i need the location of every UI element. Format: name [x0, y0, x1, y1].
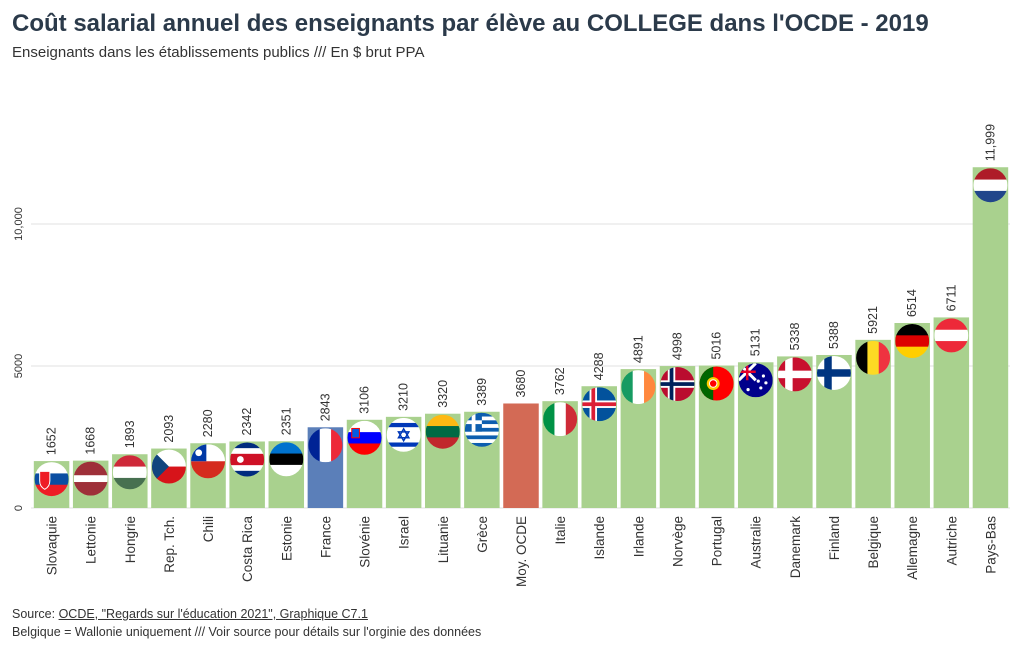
chart-subtitle: Enseignants dans les établissements publ…	[12, 44, 425, 61]
data-label: 3389	[475, 378, 489, 406]
x-tick-label: Autriche	[944, 516, 959, 566]
flag-austria-icon	[934, 318, 969, 353]
x-tick-label: Belgique	[866, 516, 881, 569]
bar-moy-ocde	[503, 403, 539, 508]
data-label: 2342	[240, 408, 254, 436]
data-label: 3320	[436, 380, 450, 408]
x-tick-label: Irlande	[631, 516, 646, 557]
data-label: 3210	[397, 383, 411, 411]
data-label: 6711	[944, 284, 958, 311]
chart-footer: Source: OCDE, "Regards sur l'éducation 2…	[12, 605, 481, 641]
data-label: 4891	[631, 335, 645, 363]
x-tick-label: Italie	[553, 516, 568, 545]
flag-greece-icon	[464, 412, 499, 447]
data-label: 4288	[592, 352, 606, 380]
x-tick-label: Grèce	[475, 516, 490, 553]
y-tick-label: 10,000	[13, 207, 25, 241]
x-tick-label: Chili	[201, 516, 216, 542]
data-label: 1652	[45, 427, 59, 455]
data-label: 5388	[827, 321, 841, 349]
flag-france-icon	[308, 428, 343, 463]
data-label: 5338	[788, 323, 802, 351]
flag-costa-rica-icon	[230, 442, 265, 477]
data-label: 6514	[905, 289, 919, 317]
x-tick-label: Hongrie	[123, 516, 138, 563]
x-tick-label: Rep. Tch.	[162, 516, 177, 573]
flag-italy-icon	[543, 402, 578, 437]
x-tick-label: Islande	[592, 516, 607, 560]
data-label: 5921	[866, 306, 880, 334]
chart-title: Coût salarial annuel des enseignants par…	[12, 10, 929, 37]
y-tick-label: 5000	[13, 354, 25, 378]
data-label: 1668	[84, 427, 98, 455]
data-label: 3762	[553, 367, 567, 395]
flag-portugal-icon	[699, 366, 734, 401]
flag-norway-icon	[660, 367, 695, 402]
x-tick-label: France	[318, 516, 333, 558]
data-label: 2843	[318, 393, 332, 421]
data-label: 3106	[358, 386, 372, 414]
flag-germany-icon	[895, 324, 930, 359]
data-label: 3680	[514, 370, 528, 398]
y-tick-label: 0	[13, 505, 25, 511]
flag-israel-icon	[386, 417, 421, 452]
x-tick-label: Slovaquie	[45, 516, 60, 575]
flag-estonia-icon	[269, 442, 304, 477]
flag-latvia-icon	[73, 461, 108, 496]
x-tick-label: Allemagne	[905, 516, 920, 580]
x-tick-label: Slovénie	[358, 516, 373, 568]
data-label: 5016	[710, 332, 724, 360]
x-tick-label: Pays-Bas	[983, 516, 998, 574]
x-tick-label: Estonie	[279, 516, 294, 561]
source-line: Source: OCDE, "Regards sur l'éducation 2…	[12, 605, 481, 623]
x-tick-label: Lettonie	[84, 516, 99, 564]
flag-slovakia-icon	[34, 462, 69, 497]
x-tick-label: Norvège	[670, 516, 685, 567]
flag-australia-icon	[738, 363, 773, 398]
data-label: 4998	[670, 332, 684, 360]
x-tick-label: Australie	[749, 516, 764, 569]
x-tick-label: Danemark	[788, 516, 803, 579]
x-tick-label: Lituanie	[436, 516, 451, 563]
bar-pays-bas	[972, 167, 1009, 508]
flag-chile-icon	[191, 444, 226, 479]
flag-lithuania-icon	[425, 414, 460, 449]
flag-netherlands-icon	[973, 168, 1008, 203]
source-prefix: Source:	[12, 607, 59, 621]
x-tick-label: Israel	[397, 516, 412, 549]
flag-ireland-icon	[621, 370, 656, 405]
flag-czechia-icon	[151, 449, 186, 484]
data-label: 2093	[162, 415, 176, 443]
flag-denmark-icon	[777, 357, 812, 392]
x-tick-label: Moy. OCDE	[514, 516, 529, 587]
x-tick-label: Portugal	[710, 516, 725, 566]
flag-finland-icon	[816, 355, 851, 390]
data-label: 11,999	[983, 124, 997, 161]
x-tick-label: Costa Rica	[240, 516, 255, 583]
flag-slovenia-icon	[347, 420, 382, 455]
data-label: 2280	[201, 409, 215, 437]
footer-note: Belgique = Wallonie uniquement /// Voir …	[12, 625, 482, 639]
data-label: 1893	[123, 420, 137, 448]
source-link[interactable]: OCDE, "Regards sur l'éducation 2021", Gr…	[58, 607, 368, 621]
data-label: 2351	[279, 407, 293, 435]
x-tick-label: Finland	[827, 516, 842, 560]
flag-belgium-icon	[856, 340, 891, 375]
flag-hungary-icon	[112, 455, 147, 490]
flag-iceland-icon	[582, 387, 617, 422]
data-label: 5131	[749, 328, 763, 356]
